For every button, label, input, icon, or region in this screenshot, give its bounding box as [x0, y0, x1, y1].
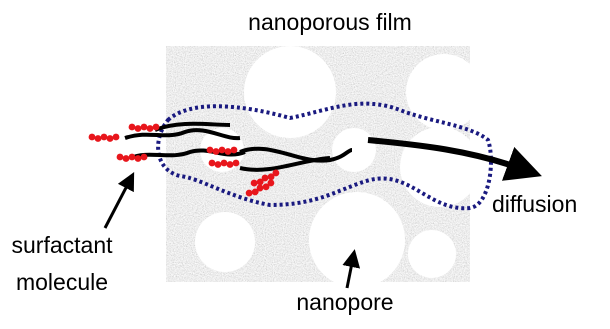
- diagram: nanoporous film diffusion surfactant mol…: [0, 0, 610, 324]
- film-label: nanoporous film: [248, 9, 412, 35]
- surfactant-label: surfactant: [12, 232, 114, 258]
- nanopore-label: nanopore: [296, 289, 393, 315]
- surfactant-arrow: [105, 180, 130, 228]
- surfactant-label: molecule: [16, 269, 108, 295]
- page: {"title": "nanoporous film", "labels": {…: [0, 0, 610, 324]
- diffusion-label: diffusion: [492, 191, 577, 217]
